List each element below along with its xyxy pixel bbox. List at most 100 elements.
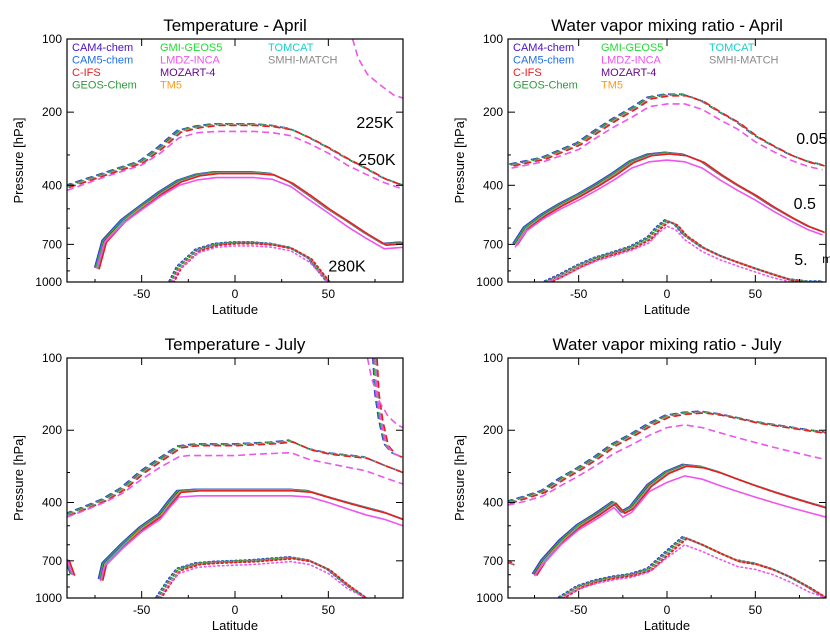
contour-dashed-lmdz-inca: [508, 424, 826, 506]
contour-dotted-gmi-geos5: [545, 219, 823, 282]
legend-entry-tomcat: TOMCAT: [268, 42, 314, 54]
contour-dotted-mozart-4: [546, 219, 824, 282]
contour-solid-c-ifs: [536, 465, 826, 577]
contour-label: 225K: [356, 115, 394, 132]
contour-dotted-lmdz-inca: [546, 225, 824, 282]
contour-solid-tm5: [514, 152, 824, 246]
contour-solid-tomcat: [97, 172, 403, 270]
y-tick-label: 400: [483, 495, 503, 509]
contour-lines: [67, 39, 403, 282]
x-tick-label: 0: [232, 287, 239, 301]
contour-solid-c-ifs: [98, 172, 403, 270]
contour-solid-tm5: [96, 172, 403, 269]
contour-dotted-cam4-chem: [168, 241, 327, 282]
contour-solid-geos-chem: [98, 488, 403, 580]
contour-dashed-c-ifs: [376, 358, 403, 459]
legend-entry-cam5-chem: CAM5-chem: [513, 55, 574, 67]
contour-label: 0.05: [796, 131, 827, 148]
contour-dashed-c-ifs: [68, 441, 403, 517]
contour-solid-gmi-geos5: [99, 489, 403, 580]
y-tick-label: 100: [483, 32, 503, 46]
plot-frame: [507, 357, 827, 599]
x-tick-label: -50: [133, 603, 151, 617]
contour-dotted-smhi-match: [547, 220, 825, 282]
contour-dotted-lmdz-inca: [170, 245, 330, 282]
contour-dotted-c-ifs: [548, 220, 825, 282]
contour-solid-cam5-chem: [512, 151, 822, 245]
legend-entry-gmi-geos5: GMI-GEOS5: [160, 42, 222, 54]
contour-dotted-tomcat: [158, 557, 368, 598]
contour-solid-tomcat: [515, 152, 824, 246]
panel-title: Water vapor mixing ratio - July: [553, 335, 782, 354]
legend-entry-lmdz-inca: LMDZ-INCA: [160, 55, 221, 67]
y-axis-label: Pressure [hPa]: [11, 118, 26, 204]
x-axis-label: Latitude: [644, 302, 690, 317]
x-tick-label: -50: [570, 287, 588, 301]
contour-dotted-cam4-chem: [155, 555, 365, 598]
contour-dotted-c-ifs: [173, 242, 331, 282]
y-tick-label: 100: [42, 32, 62, 46]
contour-dotted-cam4-chem: [543, 218, 822, 282]
contour-solid-gmi-geos5: [513, 152, 823, 245]
contour-solid-cam4-chem: [512, 151, 821, 244]
legend-entry-geos-chem: GEOS-Chem: [72, 80, 137, 92]
y-tick-label: 1000: [476, 275, 503, 289]
contour-solid-cam4-chem: [93, 171, 401, 268]
y-axis-label: Pressure [hPa]: [452, 435, 467, 521]
y-tick-label: 200: [483, 105, 503, 119]
contour-dotted-tm5: [158, 557, 368, 598]
x-tick-label: 50: [322, 603, 336, 617]
y-tick-label: 100: [42, 351, 62, 365]
contour-solid-smhi-match: [535, 465, 826, 576]
contour-dashed-tomcat: [512, 94, 824, 167]
x-tick-label: 0: [664, 603, 671, 617]
contour-solid-lmdz-inca: [514, 159, 823, 248]
contour-solid-c-ifs: [102, 490, 403, 581]
contour-solid-cam5-chem: [532, 463, 825, 575]
contour-solid-cam5-chem: [94, 171, 402, 268]
contour-label: 5.: [794, 252, 807, 269]
contour-dashed-lmdz-inca: [511, 103, 823, 171]
panel-title: Water vapor mixing ratio - April: [551, 16, 783, 35]
contour-solid-smhi-match: [97, 172, 403, 270]
contour-label: 250K: [358, 152, 396, 169]
x-tick-label: 50: [322, 287, 336, 301]
contour-dashed-lmdz-inca: [351, 39, 403, 99]
contour-dotted-tm5: [560, 536, 826, 598]
contour-dotted-cam5-chem: [558, 535, 826, 598]
panel-1: Temperature - April Latitude Pressure [hPa…: [11, 16, 404, 317]
y-tick-label: 400: [483, 178, 503, 192]
y-tick-label: 700: [483, 237, 503, 251]
contour-solid-tm5: [100, 489, 403, 581]
contour-dotted-cam5-chem: [169, 241, 328, 282]
contour-lines: [509, 93, 825, 282]
legend-entry-mozart-4: MOZART-4: [160, 67, 215, 79]
y-tick-label: 1000: [476, 591, 503, 605]
contour-dashed-cam5-chem: [67, 123, 402, 187]
legend-entry-mozart-4: MOZART-4: [601, 67, 656, 79]
x-tick-label: -50: [570, 603, 588, 617]
contour-dotted-geos-chem: [544, 219, 823, 282]
contour-dotted-lmdz-inca: [560, 543, 826, 598]
legend-entry-lmdz-inca: LMDZ-INCA: [601, 55, 662, 67]
contour-dotted-gmi-geos5: [157, 556, 366, 598]
x-axis-label: Latitude: [212, 618, 258, 633]
contour-lines: [508, 410, 826, 598]
legend-entry-smhi-match: SMHI-MATCH: [268, 55, 338, 67]
y-tick-label: 700: [483, 554, 503, 568]
contour-solid-gmi-geos5: [95, 171, 403, 269]
contour-solid-geos-chem: [95, 171, 402, 269]
contour-solid-geos-chem: [513, 151, 822, 245]
contour-solid-lmdz-inca: [99, 495, 403, 582]
y-tick-label: 100: [483, 351, 503, 365]
contour-solid-lmdz-inca: [67, 559, 74, 575]
contour-solid-smhi-match: [516, 153, 825, 246]
contour-solid-mozart-4: [533, 464, 826, 576]
x-tick-label: 50: [749, 287, 763, 301]
legend-entry-c-ifs: C-IFS: [513, 67, 542, 79]
contour-dashed-lmdz-inca: [374, 358, 403, 459]
contour-dashed-c-ifs: [68, 124, 403, 189]
contour-dotted-tomcat: [561, 536, 826, 598]
